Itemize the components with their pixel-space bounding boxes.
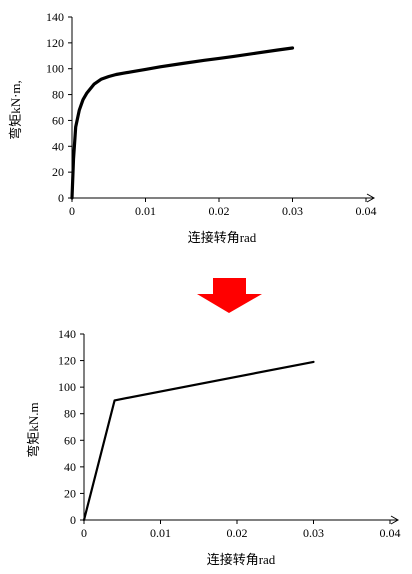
y-tick-label: 0	[58, 191, 64, 205]
y-tick-label: 60	[52, 113, 64, 127]
y-tick-label: 0	[70, 513, 76, 527]
y-tick-label: 100	[58, 380, 76, 394]
y-tick-label: 80	[64, 407, 76, 421]
data-line-bottom	[82, 360, 315, 522]
y-tick-label: 80	[52, 88, 64, 102]
y-tick-label: 40	[64, 460, 76, 474]
x-tick-label: 0.02	[227, 526, 248, 540]
y-tick-label: 60	[64, 433, 76, 447]
y-tick-label: 120	[58, 354, 76, 368]
y-tick-label: 140	[58, 327, 76, 341]
x-tick-label: 0.03	[282, 204, 303, 218]
chart-top: 弯矩kN·m, 连接转角rad 0 0.01 0.02 0.03 0.04 0 20 40 60…	[8, 10, 377, 245]
x-axis-arrowhead-top	[366, 193, 376, 203]
x-axis-arrowhead-bottom	[390, 515, 400, 525]
y-tick-label: 120	[46, 36, 64, 50]
x-tick-label: 0.02	[209, 204, 230, 218]
x-tick-label: 0.03	[303, 526, 324, 540]
down-arrow-icon	[197, 278, 262, 313]
y-axis-label-bottom: 弯矩kN.m	[26, 402, 41, 457]
y-tick-label: 20	[52, 165, 64, 179]
y-tick-label: 100	[46, 62, 64, 76]
x-tick-label: 0.04	[380, 526, 401, 540]
y-tick-label: 140	[46, 10, 64, 24]
y-tick-label: 20	[64, 486, 76, 500]
x-tick-label: 0	[81, 526, 87, 540]
chart-bottom: 弯矩kN.m 连接转角rad 0 0.01 0.02 0.03 0.04 0 20 40 60 8…	[26, 327, 401, 567]
x-axis-label-bottom: 连接转角rad	[207, 552, 276, 567]
y-tick-label: 40	[52, 139, 64, 153]
x-tick-label: 0.04	[356, 204, 377, 218]
data-line-top	[70, 46, 295, 200]
x-tick-label: 0.01	[135, 204, 156, 218]
x-tick-label: 0	[69, 204, 75, 218]
x-axis-label-top: 连接转角rad	[188, 230, 257, 245]
x-tick-label: 0.01	[150, 526, 171, 540]
y-axis-label-top: 弯矩kN·m,	[8, 80, 23, 140]
